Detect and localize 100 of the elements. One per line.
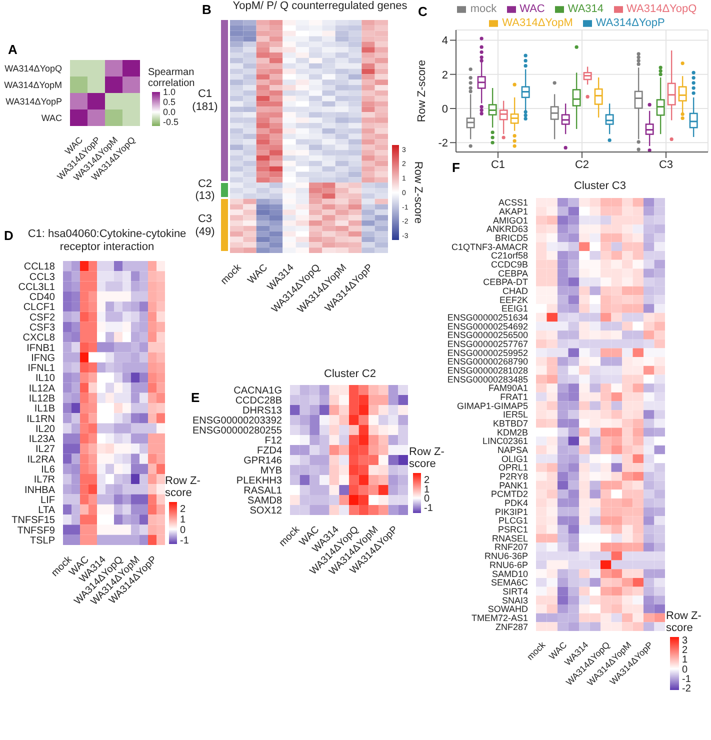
text: C1 (181) — [191, 88, 219, 114]
text: C3 (49) — [194, 212, 216, 238]
color-bar-label: -1 — [682, 674, 692, 685]
y-tick-label: ENSG00000259952 — [447, 348, 528, 358]
y-tick-label: SIRT4 — [502, 586, 528, 596]
y-tick-label: SOWAHD — [488, 604, 528, 614]
y-tick-label: SAMD10 — [492, 568, 528, 579]
chart-title: YopM/ P/ Q counterregulated genes — [232, 0, 408, 12]
y-tick-label: LINC02361 — [482, 436, 528, 446]
y-tick-label: LIF — [40, 494, 55, 506]
y-tick-label: AMIGO1 — [492, 215, 528, 226]
y-tick-label: WA314ΔYopP — [6, 96, 62, 106]
y-tick-label: 4 — [442, 35, 448, 48]
color-bar-label: 1 — [682, 654, 688, 666]
y-tick-label: ENSG00000283485 — [447, 374, 528, 384]
y-tick-label: CSF2 — [29, 312, 56, 324]
y-tick-label: NAPSA — [497, 445, 528, 456]
y-tick-label: IL12A — [28, 383, 56, 394]
color-bar-label: -1 — [424, 502, 434, 514]
y-tick-label: IFNL1 — [28, 363, 56, 374]
y-tick-label: IL23A — [28, 434, 56, 446]
y-tick-label: IFNB1 — [26, 342, 56, 354]
y-tick-label: WA314ΔYopM — [4, 80, 62, 90]
y-tick-label: IL1RN — [26, 414, 55, 425]
y-tick-label: PANK1 — [499, 480, 528, 490]
y-tick-label: TNFSF9 — [17, 525, 56, 536]
text: D — [4, 228, 14, 243]
y-tick-label: DHRS13 — [242, 406, 282, 417]
y-tick-label: CEBPA — [498, 268, 528, 278]
color-bar-label: 1 — [424, 484, 430, 496]
y-tick-label: IL7R — [34, 474, 55, 486]
y-tick-label: EEF2K — [499, 294, 528, 305]
y-tick-label: ENSG00000281028 — [447, 366, 528, 376]
text: B — [202, 2, 212, 17]
y-tick-label: PCMTD2 — [490, 489, 528, 500]
y-tick-label: SNAI3 — [502, 595, 528, 606]
y-tick-label: FAM90A1 — [488, 383, 528, 394]
y-tick-label: LTA — [38, 505, 56, 516]
y-tick-label: IL2RA — [27, 454, 56, 466]
x-tick-label: C3 — [658, 158, 674, 171]
y-tick-label: IL6 — [41, 464, 56, 476]
y-tick-label: PIK3IP1 — [494, 506, 528, 517]
y-tick-label: GPR146 — [244, 456, 282, 467]
y-tick-label: 2 — [442, 69, 448, 82]
y-tick-label: IL12B — [28, 393, 56, 404]
y-tick-label: CACNA1G — [234, 386, 282, 397]
y-tick-label: KDM2B — [496, 427, 528, 438]
y-tick-label: SEMA6C — [490, 578, 528, 588]
color-bar-title: Row Z-score — [666, 610, 702, 634]
y-tick-label: IL10 — [36, 373, 56, 384]
text: A — [8, 42, 18, 57]
y-tick-label: P2RY8 — [500, 472, 528, 482]
y-tick-label: WAC — [41, 112, 62, 123]
y-tick-label: PSRC1 — [498, 524, 528, 535]
y-tick-label: ENSG00000254692 — [447, 321, 528, 332]
x-tick-label: C2 — [574, 158, 590, 171]
y-tick-label: RNASEL — [492, 533, 528, 544]
color-bar-title: Row Z-score — [165, 474, 202, 499]
legend-label: WA314ΔYopP — [596, 17, 665, 29]
y-tick-label: TNFSF15 — [12, 515, 56, 526]
y-tick-label: ENSG00000256500 — [447, 330, 528, 340]
y-tick-label: TSLP — [30, 535, 56, 546]
y-tick-label: IL20 — [36, 424, 56, 435]
y-tick-label: C1QTNF3-AMACR — [451, 242, 528, 252]
y-tick-label: ACSS1 — [498, 198, 528, 208]
legend-label: WA314 — [568, 3, 604, 15]
color-bar-label: 0.5 — [163, 97, 176, 108]
y-tick-label: PLEKHH3 — [236, 476, 282, 487]
y-tick-label: KBTBD7 — [492, 418, 528, 429]
y-tick-label: CCL3L1 — [18, 282, 56, 293]
color-bar-label: 2 — [424, 475, 430, 486]
y-tick-label: CCDC28B — [235, 396, 282, 407]
text: E — [191, 390, 200, 405]
y-tick-label: -2 — [438, 138, 448, 150]
color-bar-label: 0 — [682, 664, 688, 676]
y-tick-label: FRAT1 — [500, 392, 528, 402]
y-tick-label: IER5L — [502, 410, 528, 420]
y-tick-label: SOX12 — [250, 506, 282, 517]
color-bar-label: -2 — [682, 684, 692, 695]
y-tick-label: PLCG1 — [498, 516, 528, 526]
y-tick-label: RNU6-36P — [484, 551, 528, 562]
y-tick-label: EEIG1 — [501, 304, 528, 314]
y-tick-label: CCL18 — [24, 262, 56, 273]
color-bar-title: Row Z-score — [409, 446, 446, 470]
chart-title: Cluster C3 — [573, 180, 627, 194]
text: C2 (13) — [194, 178, 216, 203]
y-axis-title: Row Z-score — [416, 60, 428, 122]
y-tick-label: ENSG00000203392 — [192, 416, 282, 427]
color-bar-label: 1 — [180, 514, 186, 526]
text: C — [418, 4, 428, 19]
color-bar-label: 0 — [424, 494, 430, 505]
y-tick-label: CHAD — [502, 286, 528, 296]
legend-label: mock — [470, 3, 497, 15]
color-bar-label: 0 — [180, 524, 186, 536]
legend-label: WAC — [520, 3, 545, 15]
y-tick-label: IL27 — [36, 444, 56, 456]
color-bar-label: -1 — [180, 535, 190, 546]
y-tick-label: RNU6-6P — [489, 560, 528, 570]
y-tick-label: AKAP1 — [498, 206, 528, 216]
y-tick-label: CXCL8 — [22, 332, 56, 344]
